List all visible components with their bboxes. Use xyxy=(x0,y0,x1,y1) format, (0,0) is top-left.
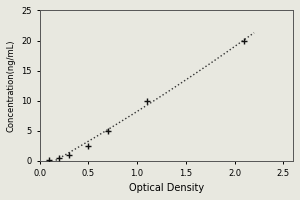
X-axis label: Optical Density: Optical Density xyxy=(129,183,204,193)
Y-axis label: Concentration(ng/mL): Concentration(ng/mL) xyxy=(7,39,16,132)
